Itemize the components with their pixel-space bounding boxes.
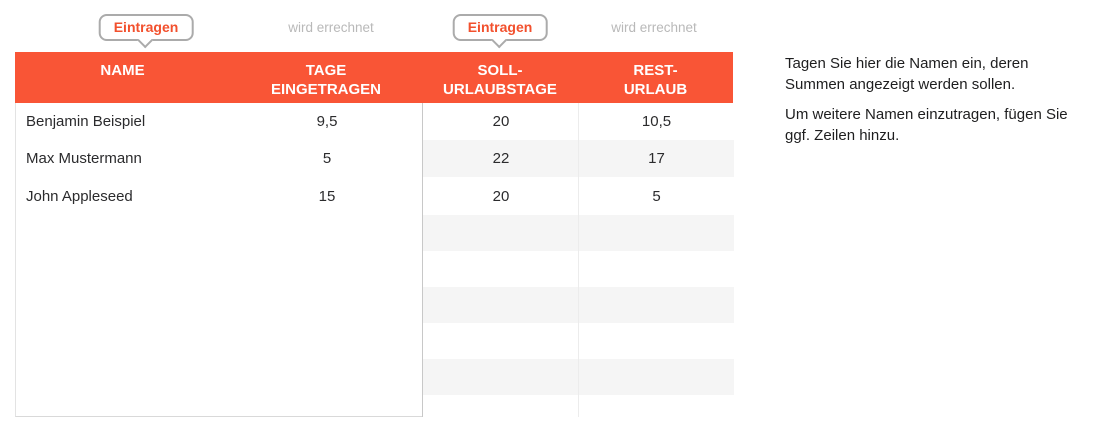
column-divider <box>422 103 423 417</box>
header-line: URLAUBSTAGE <box>443 81 557 98</box>
header-line: TAGE <box>305 62 347 79</box>
instruction-note: Tagen Sie hier die Namen ein, deren Summ… <box>785 53 1090 155</box>
header-line: REST- <box>633 62 678 79</box>
cell-rest-urlaub[interactable]: 5 <box>652 187 661 205</box>
cell-rest-urlaub[interactable]: 17 <box>648 150 665 167</box>
cell-soll-urlaubstage[interactable]: 20 <box>492 187 510 205</box>
table-row: John Appleseed 15 20 5 <box>16 177 734 215</box>
header-cell-tage-eingetragen[interactable]: TAGE EINGETRAGEN <box>230 52 422 103</box>
table-rows: Benjamin Beispiel 9,5 20 10,5 Max Muster… <box>16 103 734 215</box>
column-divider-light <box>578 103 579 417</box>
eintragen-callout-label: Eintragen <box>467 19 533 35</box>
note-paragraph-2: Um weitere Namen einzutragen, fügen Sie … <box>785 106 1068 144</box>
eintragen-callout-soll: Eintragen <box>452 14 548 49</box>
wird-errechnet-label-rest: wird errechnet <box>611 20 697 35</box>
table-row: Benjamin Beispiel 9,5 20 10,5 <box>16 103 734 140</box>
cell-soll-urlaubstage[interactable]: 22 <box>492 150 510 167</box>
cell-name[interactable]: Max Mustermann <box>26 150 142 167</box>
header-line: SOLL- <box>477 62 523 79</box>
eintragen-callout-name: Eintragen <box>98 14 194 49</box>
header-cell-rest-urlaub[interactable]: REST- URLAUB <box>578 52 733 103</box>
header-line: NAME <box>100 62 145 79</box>
cell-name[interactable]: John Appleseed <box>26 187 133 205</box>
table-row: Max Mustermann 5 22 17 <box>16 140 734 177</box>
table-header-row: NAME TAGE EINGETRAGEN SOLL- URLAUBSTAGE … <box>15 52 733 103</box>
cell-soll-urlaubstage[interactable]: 20 <box>492 113 510 130</box>
callout-pointer <box>137 32 154 49</box>
cell-tage-eingetragen[interactable]: 9,5 <box>316 113 338 130</box>
note-paragraph-1: Tagen Sie hier die Namen ein, deren Summ… <box>785 55 1029 93</box>
cell-tage-eingetragen[interactable]: 5 <box>322 150 332 167</box>
cell-rest-urlaub[interactable]: 10,5 <box>641 113 672 130</box>
cell-tage-eingetragen[interactable]: 15 <box>318 187 336 205</box>
wird-errechnet-label-tage: wird errechnet <box>288 20 374 35</box>
header-line: URLAUB <box>623 81 688 98</box>
table-body: Benjamin Beispiel 9,5 20 10,5 Max Muster… <box>15 103 734 417</box>
cell-name[interactable]: Benjamin Beispiel <box>26 113 146 130</box>
header-cell-name[interactable]: NAME <box>15 52 230 103</box>
header-cell-soll-urlaubstage[interactable]: SOLL- URLAUBSTAGE <box>422 52 578 103</box>
callout-pointer <box>491 32 508 49</box>
eintragen-callout-label: Eintragen <box>113 19 179 35</box>
header-line: EINGETRAGEN <box>270 81 381 98</box>
